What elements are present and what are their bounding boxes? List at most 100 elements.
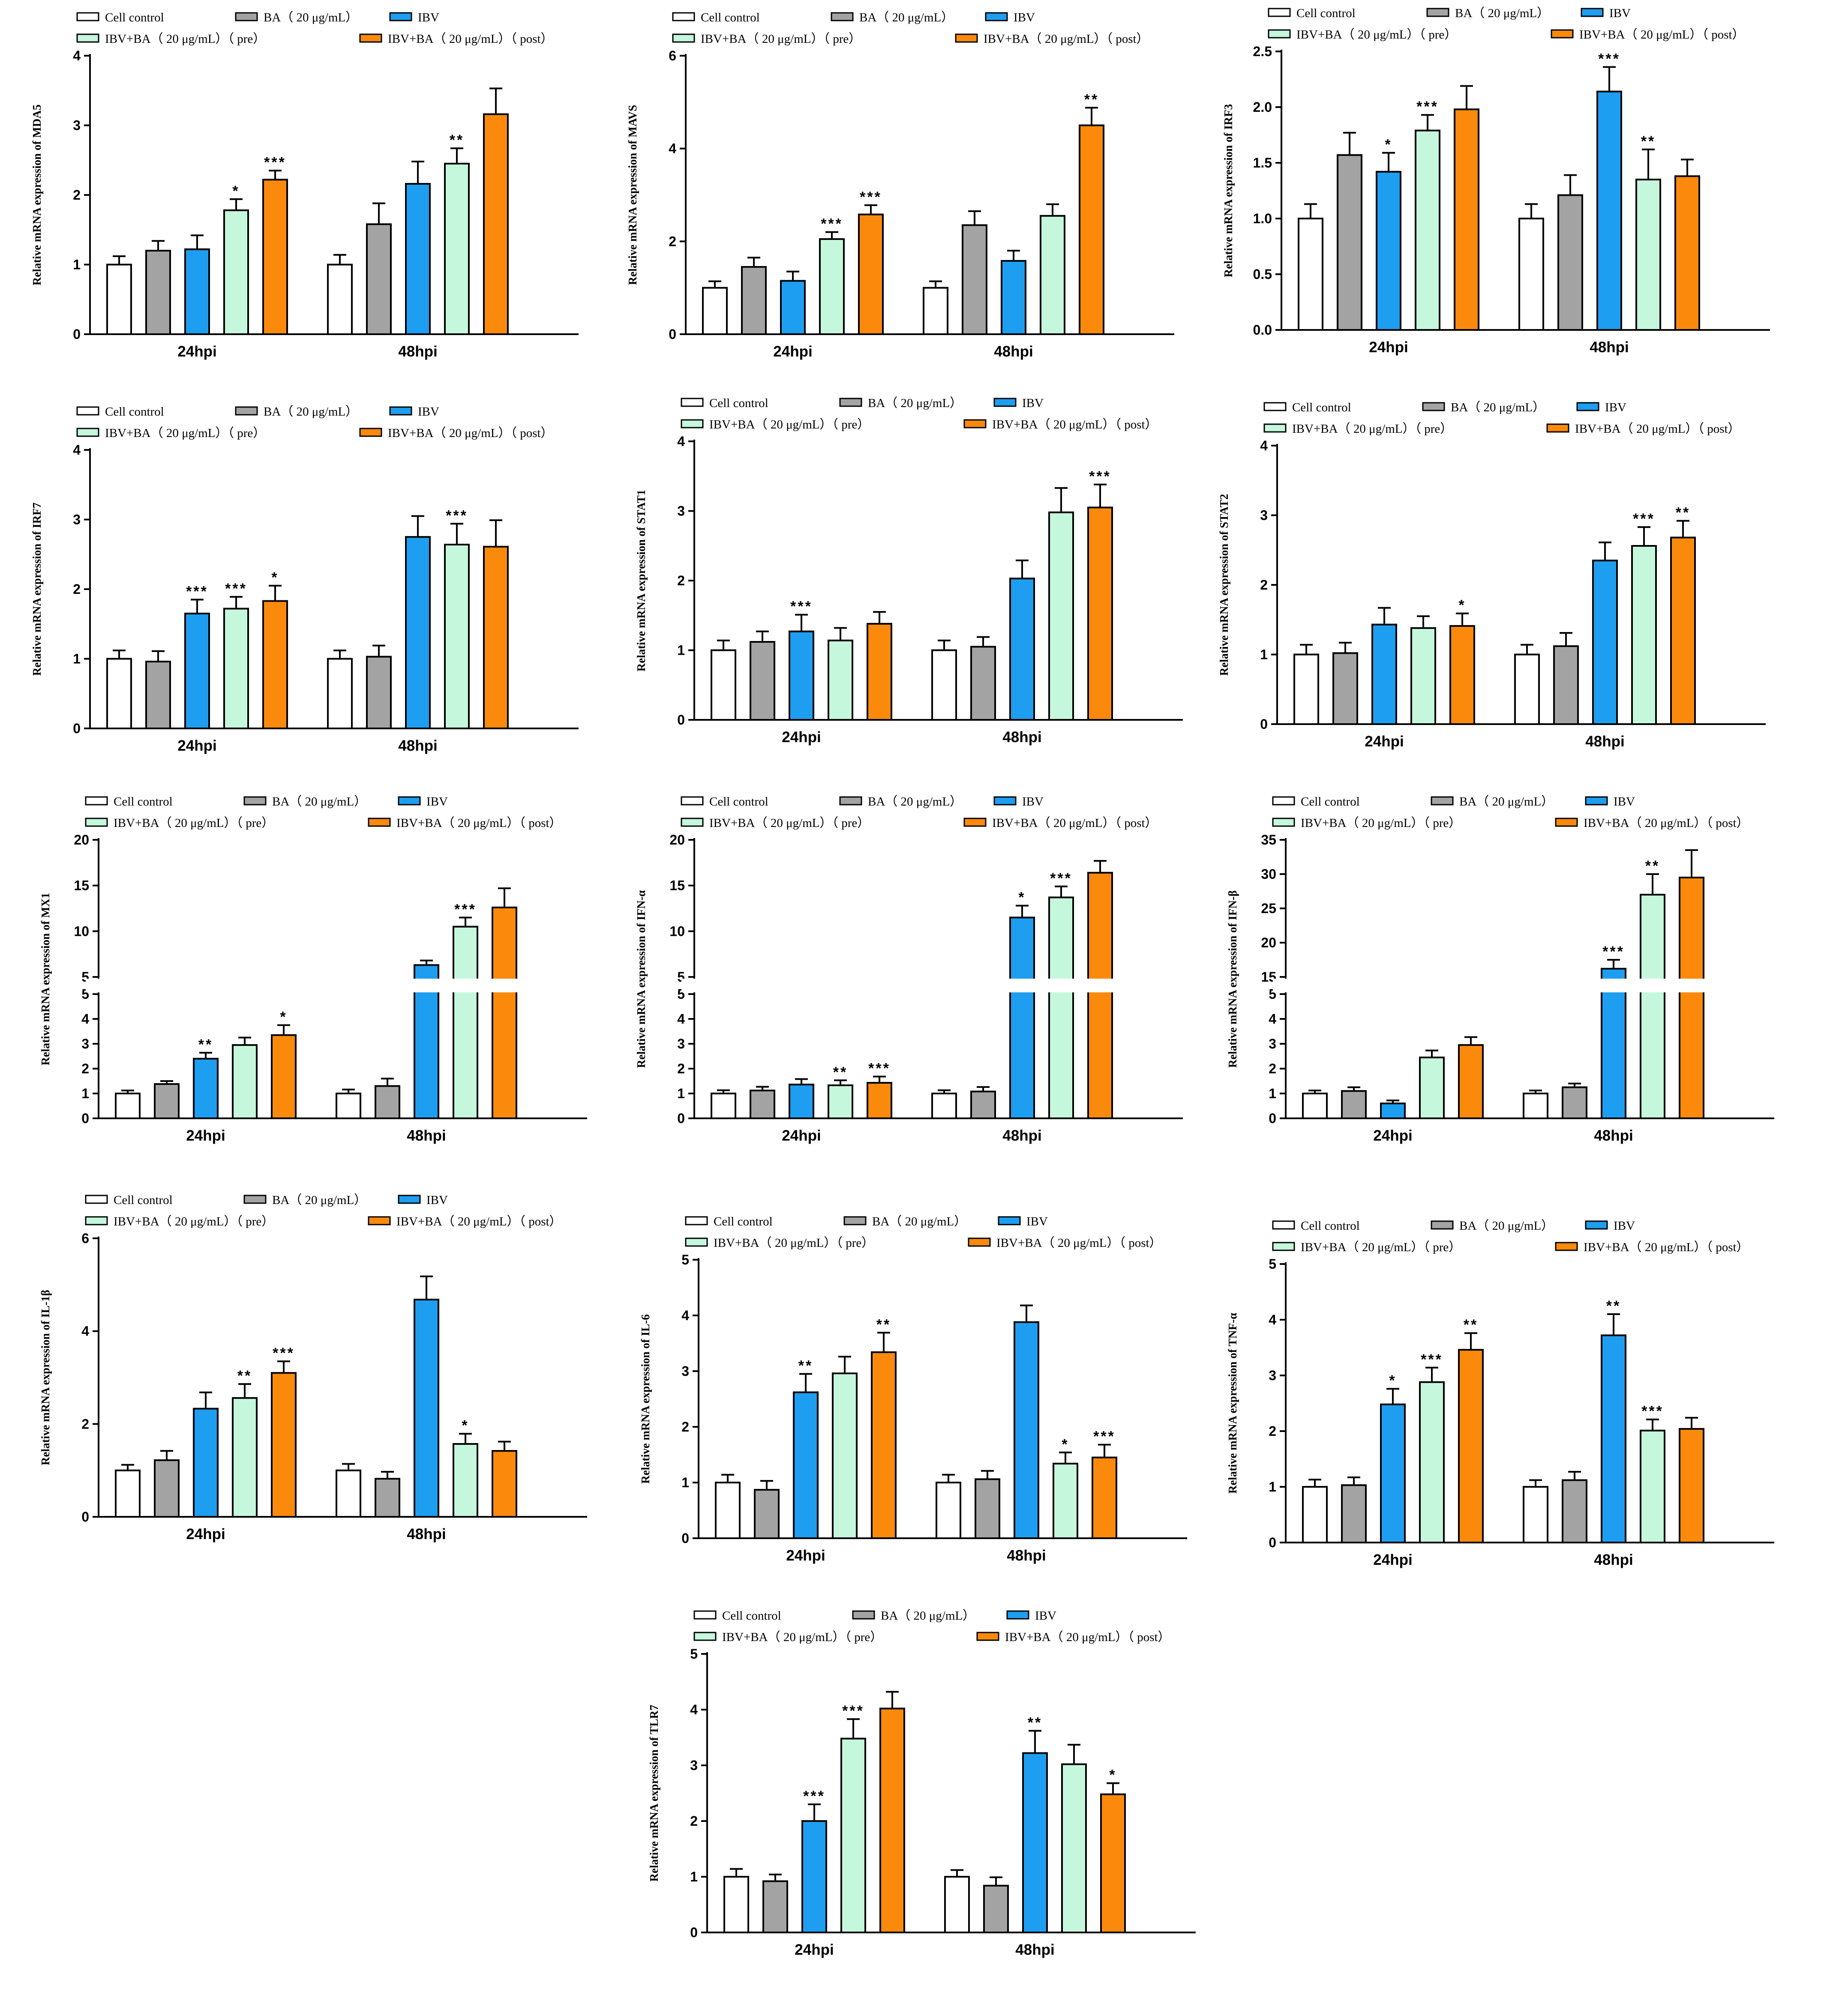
legend-swatch — [955, 33, 978, 43]
legend-swatch — [85, 818, 108, 827]
y-tick-label: 20 — [1261, 935, 1276, 950]
legend-label: IBV+BA（ 20 μg/mL）（ pre） — [1292, 422, 1452, 436]
legend-item: IBV+BA（ 20 μg/mL）（ post） — [968, 1236, 1162, 1250]
bar — [923, 287, 948, 336]
y-tick-label: 20 — [669, 832, 685, 848]
significance-label: *** — [273, 1345, 295, 1361]
bar — [975, 1478, 1000, 1540]
y-tick-label: 0 — [81, 1111, 89, 1126]
legend-label: IBV+BA（ 20 μg/mL）（ post） — [1005, 1630, 1170, 1644]
x-category-label: 24hpi — [1373, 1127, 1412, 1144]
legend-swatch — [839, 398, 862, 407]
legend-item: IBV+BA（ 20 μg/mL）（ pre） — [1263, 422, 1452, 436]
y-tick-label: 1 — [681, 1475, 689, 1490]
legend-swatch — [672, 33, 695, 43]
x-category-label: 24hpi — [782, 1127, 821, 1144]
bar — [492, 1450, 517, 1518]
y-tick-label: 4 — [81, 1324, 89, 1339]
legend-item: BA（ 20 μg/mL） — [839, 795, 962, 809]
bar — [793, 1391, 819, 1539]
legend-swatch — [1546, 423, 1569, 433]
y-axis-label: Relative mRNA expression of STAT1 — [635, 490, 648, 672]
legend-item: Cell control — [693, 1609, 781, 1623]
chart-panel-stat1: Cell control BA（ 20 μg/mL） IBV IBV+BA（ 20 μ… — [621, 394, 1213, 758]
legend-item: Cell control — [76, 405, 164, 419]
legend-label: IBV+BA（ 20 μg/mL）（ pre） — [105, 32, 265, 46]
y-tick-label: 1.5 — [1253, 155, 1272, 171]
legend-swatch — [76, 428, 99, 437]
significance-label: *** — [1089, 468, 1111, 485]
bar — [1523, 1486, 1548, 1543]
legend-swatch — [235, 12, 258, 21]
legend-swatch — [685, 1216, 708, 1225]
bar — [271, 1034, 297, 1120]
x-category-label: 24hpi — [186, 1127, 225, 1144]
significance-label: *** — [803, 1788, 825, 1804]
bar — [444, 162, 470, 335]
legend-label: IBV — [426, 1193, 448, 1207]
bar — [405, 183, 431, 335]
legend-item: IBV+BA（ 20 μg/mL）（ pre） — [1268, 28, 1457, 42]
bar — [1523, 1093, 1548, 1119]
bar — [492, 906, 517, 1119]
legend-item: BA（ 20 μg/mL） — [243, 1193, 366, 1207]
x-category-label: 48hpi — [1015, 1941, 1054, 1958]
y-tick-label: 6 — [669, 48, 676, 63]
bar — [1048, 896, 1074, 1119]
significance-label: * — [280, 1009, 287, 1025]
legend-label: Cell control — [1301, 1219, 1360, 1233]
significance-label: *** — [1050, 870, 1072, 887]
legend-swatch — [1272, 818, 1295, 827]
significance-label: *** — [1633, 511, 1655, 527]
x-category-label: 48hpi — [1002, 729, 1041, 746]
y-tick-label: 1 — [81, 1086, 89, 1101]
y-tick-label: 2 — [81, 1061, 89, 1076]
legend-swatch — [76, 406, 99, 416]
bar — [1596, 90, 1622, 331]
bar — [1380, 1102, 1406, 1120]
bar — [154, 1083, 180, 1120]
legend-label: IBV — [1026, 1215, 1048, 1228]
legend-label: IBV+BA（ 20 μg/mL）（ post） — [388, 32, 553, 46]
y-tick-label: 0 — [73, 327, 81, 342]
y-tick-label: 5 — [690, 1646, 698, 1662]
legend-swatch — [76, 33, 99, 43]
significance-label: ** — [198, 1036, 213, 1053]
legend-item: IBV — [985, 11, 1035, 24]
significance-label: * — [462, 1417, 469, 1434]
legend-item: IBV+BA（ 20 μg/mL）（ pre） — [1272, 1240, 1461, 1254]
bar — [1048, 511, 1074, 721]
legend-swatch — [1006, 1610, 1029, 1620]
bar — [115, 1093, 141, 1119]
legend-label: IBV — [1022, 396, 1044, 410]
legend-label: Cell control — [709, 795, 768, 809]
legend-swatch — [1585, 796, 1608, 806]
y-tick-label: 2 — [1269, 1061, 1276, 1076]
y-axis-label: Relative mRNA expression of TNF-α — [1226, 1313, 1239, 1494]
legend-label: IBV+BA（ 20 μg/mL）（ pre） — [701, 32, 861, 46]
legend: Cell control BA（ 20 μg/mL） IBV IBV+BA（ 20 μ… — [685, 1215, 1162, 1250]
bar — [1601, 968, 1626, 1119]
legend-label: Cell control — [114, 795, 173, 809]
bar — [1341, 1090, 1367, 1120]
legend-item: IBV+BA（ 20 μg/mL）（ pre） — [1272, 816, 1461, 830]
chart-panel-ifn-beta: Cell control BA（ 20 μg/mL） IBV IBV+BA（ 20 μ… — [1213, 793, 1804, 1178]
legend-label: IBV — [1605, 401, 1626, 414]
legend: Cell control BA（ 20 μg/mL） IBV IBV+BA（ 20 μ… — [693, 1609, 1170, 1644]
legend-label: IBV+BA（ 20 μg/mL）（ pre） — [722, 1630, 882, 1644]
bar — [1022, 1752, 1048, 1933]
legend-item: Cell control — [85, 1193, 173, 1207]
chart-svg: Cell control BA（ 20 μg/mL） IBV IBV+BA（ 20 μ… — [30, 11, 579, 360]
y-tick-label: 2 — [1269, 1423, 1276, 1439]
bar — [145, 661, 171, 729]
y-tick-label: 0 — [1269, 1535, 1276, 1550]
legend-item: IBV+BA（ 20 μg/mL）（ pre） — [76, 32, 265, 46]
y-tick-label: 0 — [1269, 1111, 1276, 1126]
legend-swatch — [1551, 29, 1574, 39]
legend-label: IBV+BA（ 20 μg/mL）（ post） — [1584, 816, 1749, 830]
x-category-label: 24hpi — [1373, 1552, 1412, 1568]
legend-label: Cell control — [1301, 795, 1360, 809]
legend-swatch — [1263, 423, 1287, 433]
legend-swatch — [963, 419, 987, 428]
bar — [1302, 1486, 1328, 1543]
